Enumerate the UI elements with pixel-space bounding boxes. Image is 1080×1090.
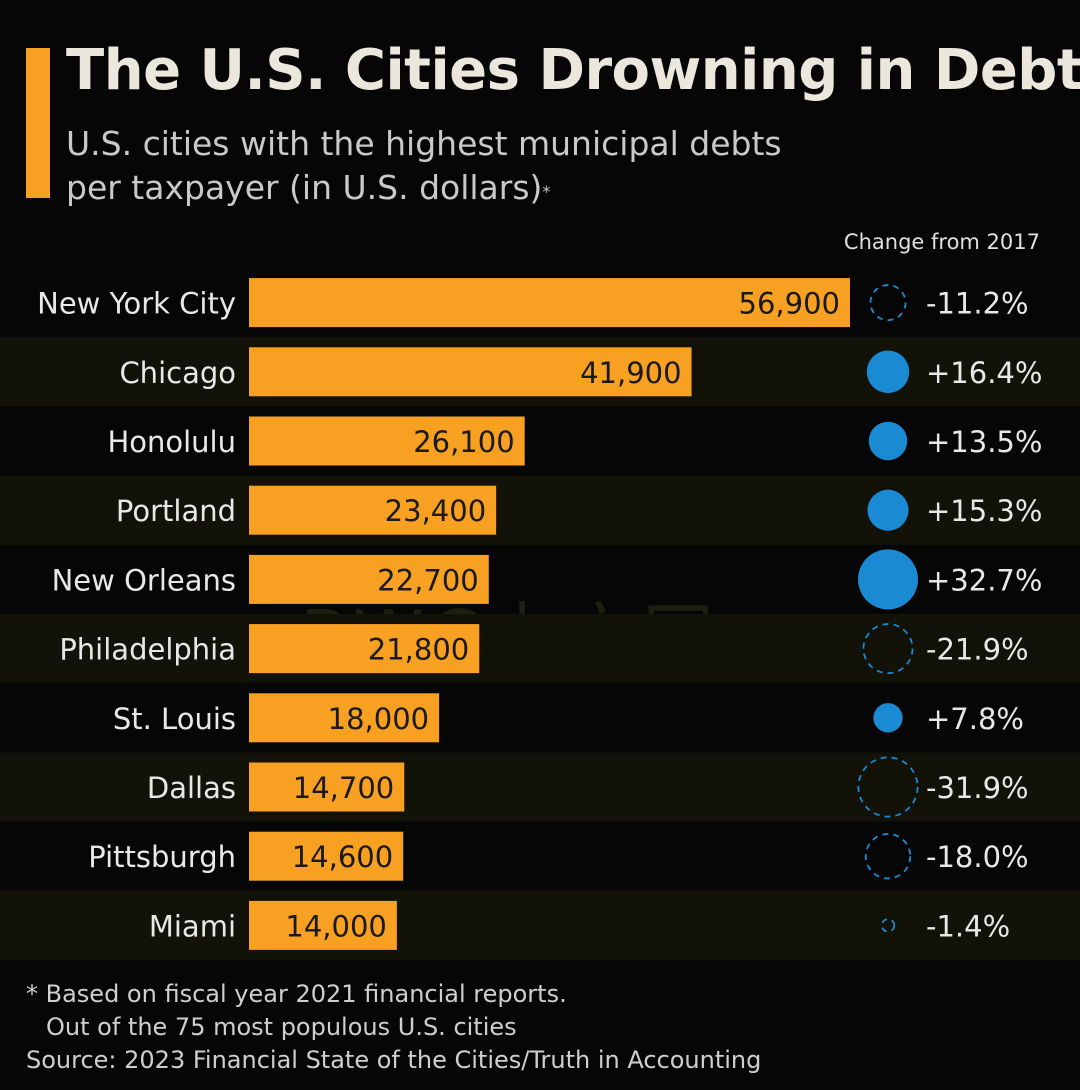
- bar-value-label: 41,900: [580, 356, 681, 390]
- change-bubble-decrease: [857, 756, 919, 818]
- chart-subtitle: U.S. cities with the highest municipal d…: [66, 122, 826, 210]
- change-label: -31.9%: [926, 771, 1029, 805]
- bar-value-label: 26,100: [413, 425, 514, 459]
- source-note: Source: 2023 Financial State of the Citi…: [26, 1046, 762, 1074]
- category-label: Chicago: [119, 356, 236, 390]
- category-label: New York City: [37, 287, 236, 321]
- row-stripe: [0, 752, 1080, 822]
- change-bubble-increase: [867, 489, 909, 531]
- category-label: Pittsburgh: [88, 840, 236, 874]
- change-bubble-increase: [868, 421, 908, 461]
- change-label: -18.0%: [926, 840, 1029, 874]
- category-label: Dallas: [147, 771, 236, 805]
- category-label: St. Louis: [113, 702, 236, 736]
- bar-value-label: 56,900: [739, 287, 840, 321]
- change-label: +16.4%: [926, 356, 1042, 390]
- category-label: New Orleans: [52, 563, 236, 597]
- change-label: -11.2%: [926, 287, 1029, 321]
- subtitle-asterisk: *: [542, 182, 551, 201]
- bar: [249, 900, 397, 950]
- subtitle-line-2-text: per taxpayer (in U.S. dollars): [66, 168, 543, 207]
- change-bubble-increase: [866, 350, 910, 394]
- change-bubble-decrease: [880, 918, 896, 933]
- category-label: Miami: [149, 909, 236, 943]
- footnote-line-2: Out of the 75 most populous U.S. cities: [46, 1013, 517, 1041]
- bar: [249, 278, 850, 328]
- bar: [249, 554, 489, 604]
- bar-value-label: 14,000: [285, 909, 386, 943]
- row-stripe: [0, 890, 1080, 960]
- bar-value-label: 18,000: [328, 702, 429, 736]
- row-stripe: [0, 614, 1080, 684]
- footnote-line-1: * Based on fiscal year 2021 financial re…: [26, 980, 567, 1008]
- chart-title: The U.S. Cities Drowning in Debt: [66, 38, 1080, 103]
- subtitle-line-2: per taxpayer (in U.S. dollars)*: [66, 166, 826, 210]
- bar-value-label: 23,400: [385, 494, 486, 528]
- change-column-header: Change from 2017: [843, 230, 1040, 254]
- change-bubble-decrease: [869, 284, 907, 322]
- change-label: +13.5%: [926, 425, 1042, 459]
- bar: [249, 485, 497, 535]
- category-label: Honolulu: [107, 425, 236, 459]
- change-bubble-decrease: [864, 833, 912, 880]
- bar: [249, 347, 692, 397]
- bar-value-label: 14,600: [292, 840, 393, 874]
- change-bubble-increase: [858, 549, 918, 610]
- category-label: Philadelphia: [59, 633, 236, 667]
- change-bubble-decrease: [862, 623, 914, 675]
- subtitle-line-1: U.S. cities with the highest municipal d…: [66, 124, 782, 163]
- title-accent-bar: [26, 48, 50, 198]
- change-label: +32.7%: [926, 563, 1042, 597]
- bar: [249, 416, 525, 466]
- change-label: -21.9%: [926, 633, 1029, 667]
- bar-value-label: 22,700: [377, 563, 478, 597]
- bar-value-label: 21,800: [368, 633, 469, 667]
- bar: [249, 831, 404, 881]
- change-label: +7.8%: [926, 702, 1024, 736]
- footnote: * Based on fiscal year 2021 financial re…: [26, 978, 761, 1077]
- bar: [249, 762, 405, 812]
- bar: [249, 624, 480, 674]
- change-bubble-increase: [873, 703, 903, 733]
- change-label: -1.4%: [926, 909, 1010, 943]
- bar-value-label: 14,700: [293, 771, 394, 805]
- bar: [249, 693, 440, 743]
- change-label: +15.3%: [926, 494, 1042, 528]
- category-label: Portland: [116, 494, 236, 528]
